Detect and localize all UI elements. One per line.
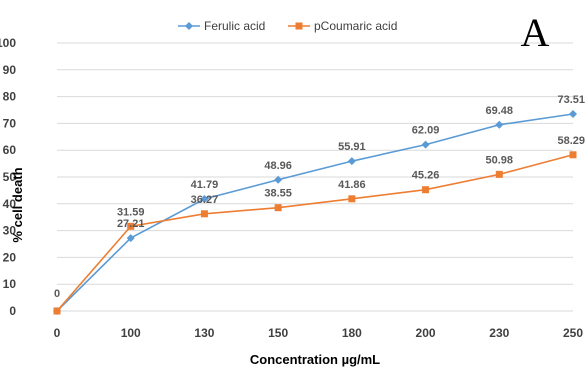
data-point <box>495 170 503 178</box>
data-labels: 27.21 41.79 48.96 55.91 62.09 69.48 73.51 0 31.5… <box>54 94 585 300</box>
x-tick-label: 230 <box>489 326 509 340</box>
y-tick-label: 80 <box>3 90 17 104</box>
data-label: 31.59 <box>117 206 145 218</box>
y-tick-label: 70 <box>3 116 17 130</box>
data-label: 69.48 <box>486 105 514 117</box>
x-tick-label: 180 <box>342 326 362 340</box>
data-point <box>126 234 135 243</box>
data-point <box>127 222 135 230</box>
data-label: 36.27 <box>191 194 219 206</box>
x-tick-label: 0 <box>54 326 61 340</box>
data-label: 45.26 <box>412 170 440 182</box>
data-point <box>569 109 577 118</box>
data-label: 38.55 <box>264 188 292 200</box>
data-label: 0 <box>54 288 60 300</box>
data-point <box>200 210 208 218</box>
panel-label: A <box>521 10 550 55</box>
x-axis-ticks: 0 100 130 150 180 200 230 250 <box>54 326 584 340</box>
data-label: 41.79 <box>191 179 219 191</box>
y-tick-label: 20 <box>3 250 17 264</box>
data-point <box>495 120 504 129</box>
legend-entry: pCoumaric acid <box>314 19 397 33</box>
y-tick-label: 40 <box>3 197 17 211</box>
data-label: 27.21 <box>117 218 145 230</box>
y-axis-ticks: 0 10 20 30 40 50 60 70 80 90 100 <box>0 36 16 318</box>
data-point <box>274 204 282 212</box>
series-line-2 <box>56 154 574 312</box>
x-tick-label: 100 <box>121 326 141 340</box>
data-point <box>421 140 430 149</box>
y-tick-label: 60 <box>3 143 17 157</box>
data-label: 41.86 <box>338 179 366 191</box>
data-point <box>569 151 577 159</box>
data-point <box>53 307 61 315</box>
data-point <box>422 186 430 194</box>
y-tick-label: 50 <box>3 170 17 184</box>
y-tick-label: 30 <box>3 224 17 238</box>
legend-marker <box>185 22 193 30</box>
x-tick-label: 200 <box>416 326 436 340</box>
x-tick-label: 150 <box>268 326 288 340</box>
data-label: 48.96 <box>264 160 292 172</box>
data-label: 50.98 <box>486 154 514 166</box>
x-tick-label: 250 <box>563 326 583 340</box>
data-label: 58.29 <box>557 135 585 147</box>
series-layer <box>53 109 577 315</box>
legend-entry: Ferulic acid <box>204 19 265 33</box>
x-tick-label: 130 <box>194 326 214 340</box>
data-point <box>200 195 209 204</box>
data-point <box>347 157 356 166</box>
data-label: 73.51 <box>557 94 585 106</box>
gridlines <box>57 42 573 312</box>
x-axis-title: Concentration µg/mL <box>250 352 380 367</box>
y-tick-label: 90 <box>3 63 17 77</box>
data-label: 55.91 <box>338 141 366 153</box>
legend-marker <box>295 22 303 30</box>
data-label: 62.09 <box>412 125 440 137</box>
series-line-1 <box>56 113 574 312</box>
data-point <box>274 175 283 184</box>
data-point <box>348 195 356 203</box>
y-axis-title: % cell death <box>10 167 25 242</box>
y-tick-label: 10 <box>3 277 17 291</box>
y-tick-label: 0 <box>9 304 16 318</box>
legend: Ferulic acid pCoumaric acid <box>178 19 397 33</box>
y-tick-label: 100 <box>0 36 16 50</box>
